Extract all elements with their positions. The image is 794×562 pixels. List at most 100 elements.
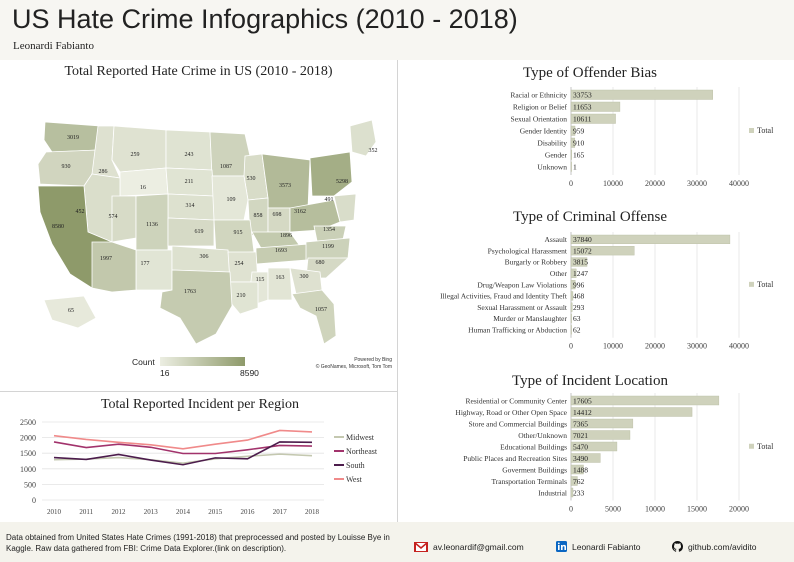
map-value-label: 3019 <box>67 135 79 141</box>
map-value-label: 1693 <box>275 248 287 254</box>
map-value-label: 858 <box>254 213 263 219</box>
attribution-line-1: Powered by Bing <box>354 357 392 363</box>
map-state-37 <box>159 269 233 345</box>
x-tick-label: 40000 <box>729 342 749 351</box>
map-value-label: 306 <box>200 254 209 260</box>
bar <box>570 291 574 301</box>
category-label: Gender Identity <box>520 127 568 136</box>
footer-note: Data obtained from United States Hate Cr… <box>6 533 390 553</box>
bar <box>570 234 731 245</box>
legend-entry: Midwest <box>346 433 375 442</box>
x-tick-label: 30000 <box>687 342 707 351</box>
map-value-label: 163 <box>276 275 285 281</box>
github-contact[interactable]: github.com/avidito <box>672 541 757 552</box>
category-label: Assault <box>545 235 568 244</box>
map-value-label: 1896 <box>280 233 292 239</box>
category-label: Human Trafficking or Abduction <box>468 326 567 335</box>
legend-entry: Total <box>757 280 774 289</box>
y-tick-label: 0 <box>32 496 36 505</box>
category-label: Sexual Orientation <box>511 115 568 124</box>
bar <box>570 268 577 278</box>
bar <box>570 441 618 452</box>
vertical-divider <box>397 60 398 522</box>
bar-value-label: 37840 <box>573 235 592 244</box>
bar <box>570 313 572 324</box>
map-value-label: 65 <box>68 308 74 314</box>
bar-value-label: 7365 <box>573 419 588 428</box>
map-value-label: 1199 <box>322 244 334 250</box>
legend-swatch <box>749 281 754 287</box>
bar-value-label: 293 <box>573 303 585 312</box>
map-value-label: 930 <box>62 164 71 170</box>
y-tick-label: 1000 <box>20 465 36 474</box>
series-line-south <box>53 441 313 466</box>
location-chart-title: Type of Incident Location <box>512 373 668 389</box>
x-tick-label: 2016 <box>241 508 256 516</box>
map-state-15 <box>211 175 249 221</box>
bias-bar-chart: 0 10000 20000 30000 40000 Racial or Ethnicity… <box>510 87 774 188</box>
map-state-34 <box>267 267 293 301</box>
series-line-west <box>53 429 313 450</box>
x-tick-label: 10000 <box>603 179 623 188</box>
map-value-label: 211 <box>185 179 194 185</box>
bar <box>570 125 576 136</box>
map-state-10 <box>261 153 311 209</box>
map-state-23 <box>213 219 255 255</box>
map-value-label: 698 <box>273 212 282 218</box>
map-state-26 <box>255 243 311 265</box>
bar <box>570 89 713 100</box>
bar-value-label: 63 <box>573 314 581 323</box>
map-value-label: 286 <box>99 169 108 175</box>
category-label: Illegal Activities, Fraud and Identity T… <box>440 292 568 301</box>
map-state-22 <box>167 217 215 247</box>
map-state-11 <box>309 151 353 197</box>
map-state-8 <box>119 167 169 197</box>
bar <box>570 407 693 417</box>
map-legend: Count 16 8590 <box>132 354 262 382</box>
footer: Data obtained from United States Hate Cr… <box>0 522 794 562</box>
location-bar-chart: 0 5000 10000 15000 20000 Residential or Commu… <box>455 393 774 514</box>
linkedin-contact[interactable]: Leonardi Fabianto <box>556 541 641 553</box>
x-tick-label: 5000 <box>605 505 621 514</box>
bar-value-label: 468 <box>573 292 585 301</box>
x-tick-label: 20000 <box>729 505 749 514</box>
bar <box>570 325 572 335</box>
bar <box>570 149 572 160</box>
email-text: av.leonardif@gmail.com <box>433 541 524 552</box>
category-label: Store and Commercial Buildings <box>468 419 567 428</box>
email-contact[interactable]: av.leonardif@gmail.com <box>414 541 524 552</box>
x-tick-label: 15000 <box>687 505 707 514</box>
bar <box>570 453 601 463</box>
map-value-label: 115 <box>256 277 265 283</box>
offense-bar-chart: 0 10000 20000 30000 40000 Assault 37840 Psychol… <box>440 232 774 351</box>
legend-entry: South <box>346 461 365 470</box>
legend-entry: West <box>346 475 363 484</box>
map-state-35 <box>289 267 323 295</box>
x-tick-label: 10000 <box>645 505 665 514</box>
map-value-label: 491 <box>325 197 334 203</box>
legend-entry: Total <box>757 126 774 135</box>
legend-swatch <box>749 443 754 449</box>
bar-value-label: 959 <box>573 127 585 136</box>
bar-value-label: 762 <box>573 477 585 486</box>
category-label: Educational Buildings <box>500 442 567 451</box>
map-legend-min: 16 <box>160 368 170 378</box>
category-label: Racial or Ethnicity <box>510 91 567 100</box>
category-label: Burgarly or Robbery <box>505 258 568 267</box>
map-value-label: 1136 <box>146 222 158 228</box>
map-state-28 <box>135 249 173 291</box>
x-tick-label: 0 <box>569 505 573 514</box>
bar <box>570 246 635 256</box>
map-state-6 <box>349 119 377 157</box>
map-legend-max: 8590 <box>240 368 259 378</box>
bar <box>570 257 588 267</box>
map-value-label: 352 <box>369 148 378 154</box>
map-value-label: 1997 <box>100 256 112 262</box>
map-value-label: 3162 <box>294 209 306 215</box>
category-label: Industrial <box>538 488 567 497</box>
category-label: Drug/Weapon Law Violations <box>477 280 567 289</box>
line-chart-title: Total Reported Incident per Region <box>100 397 300 412</box>
x-tick-label: 2013 <box>144 508 159 516</box>
bar <box>570 476 578 486</box>
bar-value-label: 15072 <box>573 246 592 255</box>
